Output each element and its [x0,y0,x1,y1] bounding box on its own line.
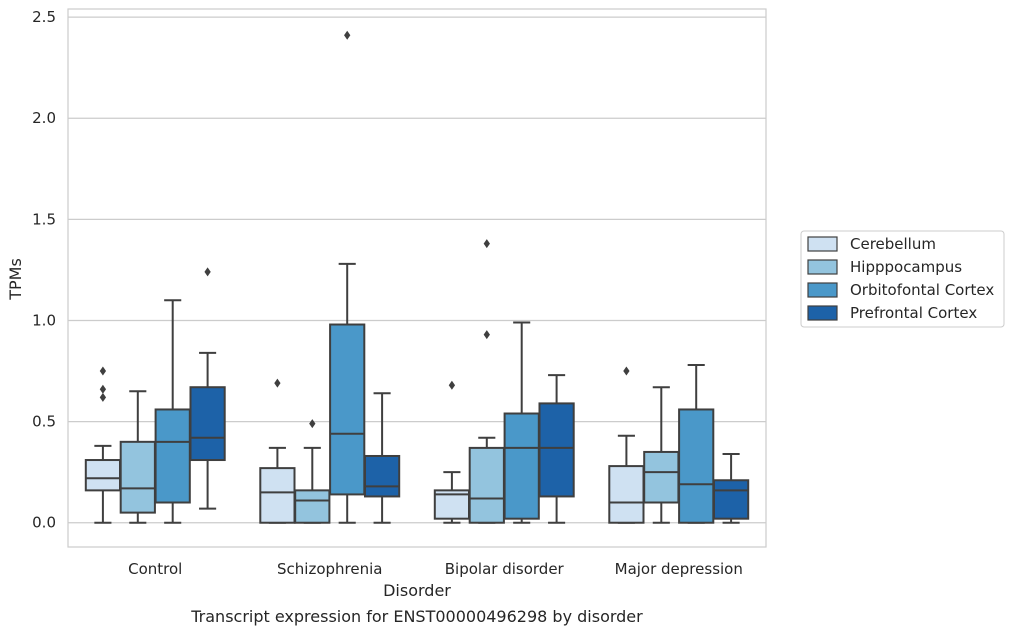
y-tick-label: 0.5 [32,413,56,431]
legend-swatch [807,305,838,321]
legend-frame [800,230,1005,328]
outlier-point [448,380,456,390]
outlier-point [309,419,316,429]
x-tick-label: Control [128,560,182,578]
outlier-point [623,366,630,376]
box [538,374,575,524]
iqr-box [259,467,296,524]
x-tick-labels: Control Schizophrenia Bipolar disorder Majo… [128,560,743,578]
box [84,366,122,524]
box [643,386,680,524]
iqr-box [189,386,226,462]
legend-swatch [807,236,838,252]
outlier-point [204,267,211,277]
box [468,239,505,524]
outlier-point [483,330,490,340]
legend-swatch [807,259,838,275]
iqr-box [712,479,750,520]
box [608,366,645,524]
y-tick-label: 1.0 [32,311,56,329]
x-tick-label: Major depression [615,560,743,578]
box [294,419,331,524]
outlier-point [99,392,107,402]
iqr-box [84,459,122,492]
iqr-box [538,402,575,498]
y-tick-label: 2.5 [32,8,56,26]
box [503,321,540,524]
box [259,378,296,524]
iqr-box [503,412,540,520]
box [712,452,750,524]
iqr-box [678,408,715,524]
iqr-box [329,323,366,496]
x-axis-label: Disorder [383,581,451,600]
outlier-point [344,30,351,40]
chart-caption: Transcript expression for ENST0000049629… [190,607,643,626]
box [678,363,715,524]
y-axis-label: TPMs [6,258,25,301]
outlier-point [483,239,490,249]
legend-label: Orbitofontal Cortex [850,281,994,299]
box [433,380,471,524]
plot-frame [67,8,767,548]
legend-label: Cerebellum [850,235,936,253]
box [154,299,191,524]
legend-label: Prefrontal Cortex [850,304,977,322]
outlier-point [99,384,107,394]
x-tick-label: Bipolar disorder [445,560,565,578]
x-tick-label: Schizophrenia [277,560,382,578]
iqr-box [363,454,401,498]
legend: Cerebellum Hipppocampus Orbitofontal Corte… [800,230,1005,328]
box [189,267,226,510]
iqr-box [119,440,156,514]
iqr-box [294,489,331,524]
iqr-box [154,408,191,504]
outlier-point [274,378,281,388]
box [119,390,156,524]
iqr-box [608,465,645,524]
y-tick-labels: 0.0 0.5 1.0 1.5 2.0 2.5 [32,8,56,532]
legend-label: Hipppocampus [850,258,962,276]
box [363,392,401,524]
y-tick-label: 1.5 [32,210,56,228]
y-tick-label: 2.0 [32,109,56,127]
legend-swatch [807,282,838,298]
box-layer [84,30,750,524]
iqr-box [468,446,505,524]
outlier-point [99,366,107,376]
iqr-box [643,450,680,504]
y-tick-label: 0.0 [32,514,56,532]
box [329,30,366,524]
